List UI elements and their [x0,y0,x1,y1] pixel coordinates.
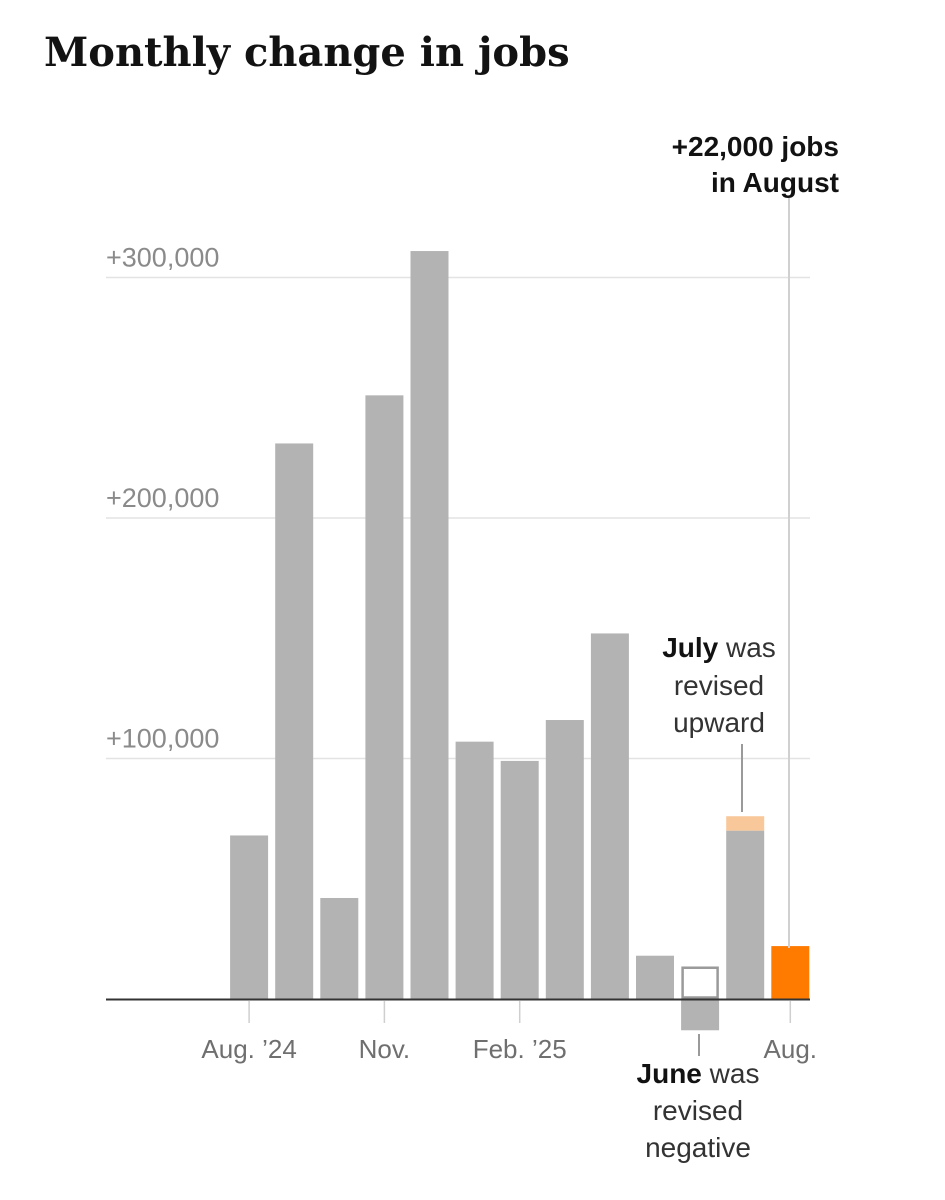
y-tick-label: +300,000 [106,243,219,273]
june-annotation-rest: was [702,1058,760,1089]
july-annotation-line1: July was [662,632,776,663]
august-annotation-line1: +22,000 jobs [672,131,839,162]
bar [545,720,584,999]
june-annotation-line3: negative [645,1132,751,1163]
august-annotation-line2: in August [711,167,839,198]
bar [275,443,314,999]
bar [500,760,539,999]
june-annotation-line2: revised [653,1095,743,1126]
bars [230,251,810,1031]
bar [681,999,720,1031]
gridlines: +100,000 +200,000 +300,000 [106,243,810,760]
x-tick-label: Aug. ’24 [201,1034,296,1064]
y-tick-label: +100,000 [106,724,219,754]
x-tick-label: Feb. ’25 [473,1034,567,1064]
x-tick-label: Aug. [764,1034,818,1064]
x-tick-label: Nov. [359,1034,411,1064]
axes: Aug. ’24 Nov. Feb. ’25 Aug. [106,998,818,1064]
bar [455,741,494,999]
bar [320,897,359,999]
june-previous-estimate-outline [681,966,719,999]
july-annotation-line3: upward [673,707,765,738]
june-annotation-line1: June was [637,1058,760,1089]
bar [726,830,765,999]
july-annotation-rest: was [718,632,776,663]
bar [365,395,404,1000]
y-tick-label: +200,000 [106,483,219,513]
bar [410,251,449,1000]
bar [636,955,674,999]
bar [590,633,629,999]
july-revision-segment [726,816,765,831]
june-annotation-bold: June [637,1058,702,1089]
bar [771,946,810,999]
bar [230,835,269,999]
chart-title: Monthly change in jobs [44,29,570,76]
july-annotation-line2: revised [674,670,764,701]
july-annotation-bold: July [662,632,718,663]
